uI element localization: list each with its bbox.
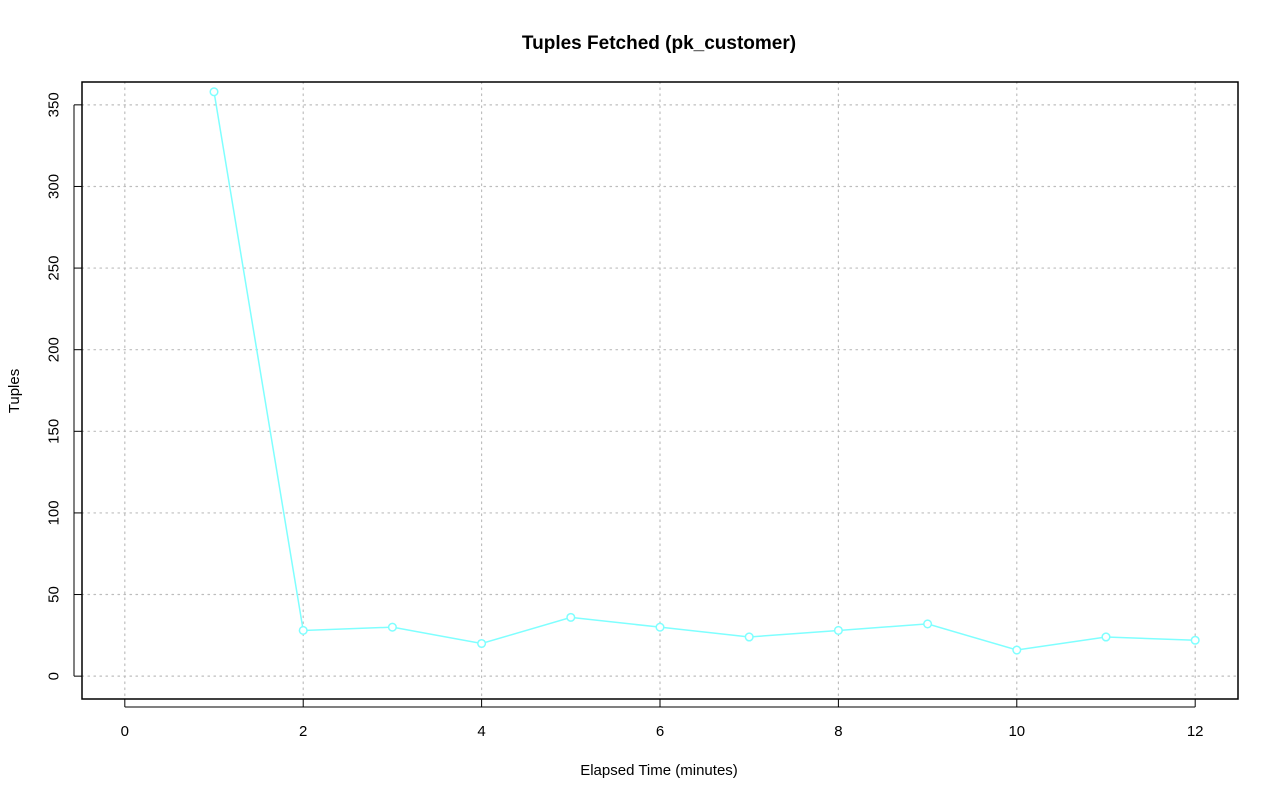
x-axis-label: Elapsed Time (minutes) [580, 762, 738, 779]
x-tick-label: 4 [477, 723, 485, 740]
data-point [1101, 632, 1111, 642]
x-tick-label: 12 [1187, 723, 1204, 740]
grid [81, 81, 1239, 700]
axes: 0 2 4 6 8 10 12 0 50 100 150 200 250 300 350 [46, 92, 1204, 740]
y-tick-label: 300 [46, 174, 63, 199]
y-axis-label: Tuples [6, 369, 23, 413]
data-point [655, 622, 665, 632]
data-point [833, 625, 843, 635]
x-tick-label: 6 [656, 723, 664, 740]
series-line [213, 91, 1196, 651]
data-point [209, 87, 219, 97]
x-tick-label: 0 [121, 723, 129, 740]
x-tick-label: 2 [299, 723, 307, 740]
data-point [923, 619, 933, 629]
y-tick-label: 150 [46, 419, 63, 444]
y-tick-label: 350 [46, 92, 63, 117]
y-tick-label: 100 [46, 500, 63, 525]
data-point [387, 622, 397, 632]
data-point [298, 625, 308, 635]
y-tick-label: 250 [46, 256, 63, 281]
plot-area-border [81, 81, 1239, 700]
data-point [477, 638, 487, 649]
x-tick-label: 8 [834, 723, 842, 740]
y-tick-label: 50 [46, 586, 63, 603]
y-tick-label: 0 [46, 672, 63, 680]
data-point [1012, 645, 1022, 655]
data-series [209, 87, 1200, 655]
data-point [566, 612, 576, 622]
y-tick-label: 200 [46, 337, 63, 362]
chart-title: Tuples Fetched (pk_customer) [522, 33, 796, 54]
x-tick-label: 10 [1008, 723, 1025, 740]
data-point [1190, 635, 1200, 645]
data-point [744, 632, 754, 642]
